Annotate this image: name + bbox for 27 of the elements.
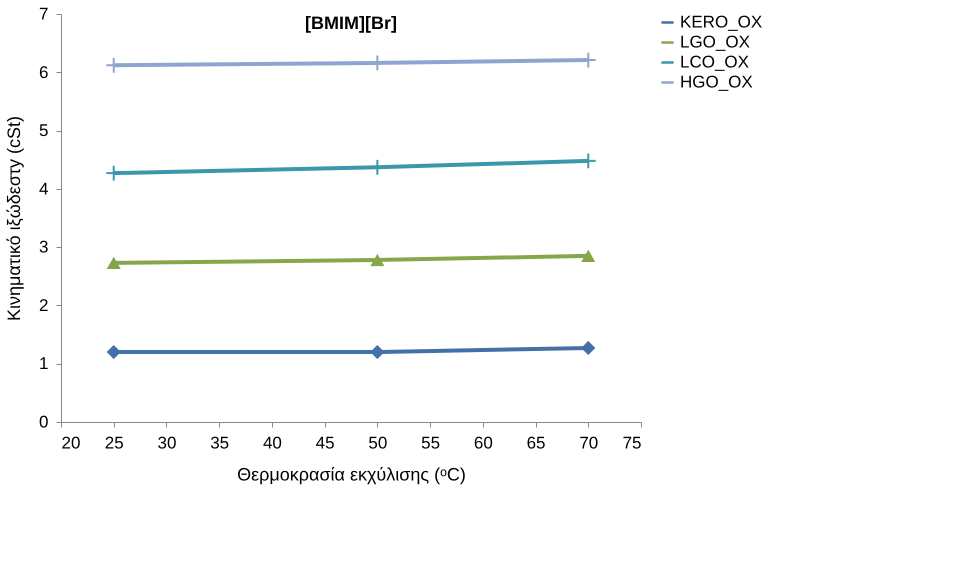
legend-label: KERO_OX xyxy=(680,12,762,32)
legend-label: HGO_OX xyxy=(680,72,753,92)
x-tick-label: 75 xyxy=(622,434,642,452)
x-tick-label: 65 xyxy=(526,434,546,452)
y-tick-label: 5 xyxy=(39,121,48,140)
x-tick-label: 35 xyxy=(210,434,230,452)
x-tick-label: 55 xyxy=(421,434,440,452)
y-tick-label: 7 xyxy=(39,4,48,24)
y-tick-label: 4 xyxy=(39,179,48,198)
y-tick-label: 6 xyxy=(39,62,48,82)
x-tick-label: 60 xyxy=(474,434,493,452)
x-axis-title: Θερμοκρασία εκχύλισης (ᵒC) xyxy=(237,464,466,484)
chart-title: [BMIM][Br] xyxy=(305,13,397,33)
x-tick-label: 40 xyxy=(262,434,282,452)
y-tick-label: 3 xyxy=(39,238,48,257)
y-axis-title: Κινηματικό ιξώδεστy (cSt) xyxy=(4,116,24,322)
y-tick-label: 0 xyxy=(39,412,48,432)
x-tick-label: 45 xyxy=(316,434,335,452)
y-tick-label: 1 xyxy=(39,354,48,374)
legend-label: LGO_OX xyxy=(680,32,750,52)
x-tick-label: 70 xyxy=(579,434,598,452)
legend-label: LCO_OX xyxy=(680,52,749,72)
x-tick-label: 20 xyxy=(62,434,80,452)
x-tick-label: 25 xyxy=(104,434,124,452)
x-tick-label: 50 xyxy=(368,434,388,452)
x-tick-label: 30 xyxy=(157,434,176,452)
y-tick-label: 2 xyxy=(39,296,48,315)
